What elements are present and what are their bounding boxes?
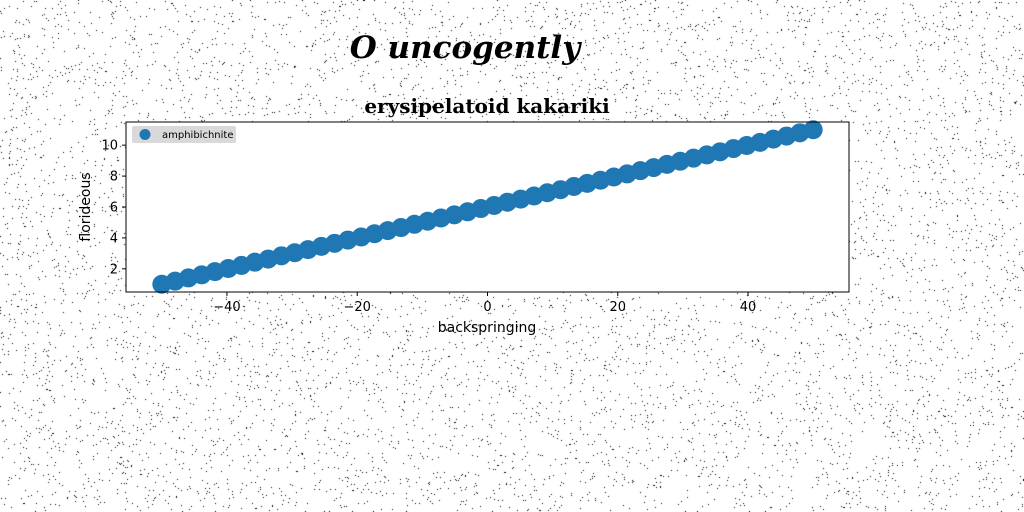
x-tick-label: −20 (344, 300, 371, 315)
legend-entry-label: amphibichnite (162, 130, 233, 141)
x-tick-label: 40 (740, 300, 757, 315)
x-tick-label: 20 (609, 300, 626, 315)
y-tick-label: 6 (110, 201, 118, 216)
x-axis-ticks: −40 −20 0 20 40 (213, 292, 756, 315)
x-tick-label: 0 (483, 300, 491, 315)
chart-title: erysipelatoid kakariki (364, 94, 610, 118)
figure-supertitle: O uncogently (349, 30, 581, 66)
legend: amphibichnite (132, 126, 236, 143)
y-axis-label: florideous (78, 172, 94, 241)
y-axis-ticks: 2 4 6 8 10 (101, 139, 126, 277)
y-tick-label: 8 (110, 170, 118, 185)
legend-marker (139, 129, 151, 140)
data-point (803, 120, 823, 140)
y-tick-label: 4 (110, 231, 118, 246)
y-tick-label: 10 (101, 139, 118, 154)
y-tick-label: 2 (110, 262, 118, 277)
x-axis-label: backspringing (438, 320, 537, 336)
x-tick-label: −40 (213, 300, 240, 315)
data-points (152, 120, 823, 294)
legend-box (132, 126, 236, 143)
